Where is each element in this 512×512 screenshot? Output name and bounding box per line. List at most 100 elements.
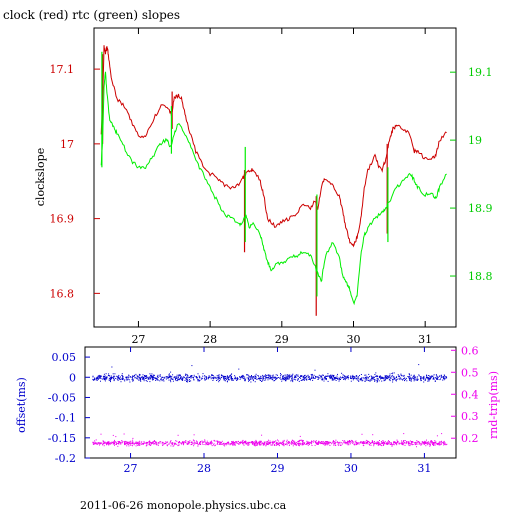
rnd-trip-point xyxy=(411,443,413,445)
offset-point xyxy=(444,378,446,380)
offset-point xyxy=(138,379,140,381)
rnd-trip-point xyxy=(327,442,329,444)
rnd-trip-point xyxy=(104,441,106,443)
offset-point xyxy=(267,377,269,378)
rnd-trip-point xyxy=(366,442,367,443)
rnd-trip-point xyxy=(378,442,380,444)
offset-point xyxy=(398,375,399,377)
offset-point xyxy=(428,380,430,382)
rnd-trip-point xyxy=(117,443,119,444)
rnd-trip-point xyxy=(170,445,172,447)
offset-point xyxy=(303,375,305,377)
rnd-trip-point xyxy=(444,443,446,445)
rnd-trip-point xyxy=(295,444,297,446)
offset-point xyxy=(435,374,437,376)
rnd-trip-point xyxy=(95,443,97,445)
offset-point xyxy=(387,378,389,380)
offset-point xyxy=(326,378,327,379)
offset-point xyxy=(370,379,372,381)
rnd-trip-point xyxy=(210,443,212,445)
rnd-trip-point xyxy=(286,444,288,446)
rnd-trip-point xyxy=(97,442,99,444)
offset-point xyxy=(385,377,387,379)
rnd-trip-point xyxy=(191,444,193,445)
rnd-trip-point xyxy=(319,442,320,444)
offset-point xyxy=(100,375,102,377)
offset-point xyxy=(424,379,426,381)
rnd-trip-point xyxy=(106,443,108,445)
rnd-trip-point xyxy=(388,443,390,445)
rnd-trip-point xyxy=(395,443,397,445)
offset-point xyxy=(279,377,281,379)
offset-point xyxy=(240,376,242,378)
offset-point xyxy=(319,375,321,377)
rnd-trip-point xyxy=(216,443,218,445)
offset-point xyxy=(436,376,438,378)
offset-point xyxy=(126,376,128,378)
rnd-trip-point xyxy=(400,443,402,445)
offset-series xyxy=(92,364,448,383)
offset-point xyxy=(114,373,116,375)
rnd-trip-point xyxy=(339,442,341,444)
rnd-trip-point xyxy=(126,442,128,444)
offset-point xyxy=(114,376,116,378)
offset-point xyxy=(273,380,275,382)
rnd-trip-point xyxy=(408,442,410,444)
rnd-trip-point xyxy=(363,443,364,445)
offset-point xyxy=(346,377,348,379)
offset-axis-label: offset(ms) xyxy=(15,377,28,433)
offset-point xyxy=(150,375,152,377)
offset-point xyxy=(224,376,226,378)
rnd-trip-point xyxy=(309,442,311,443)
rnd-trip-point xyxy=(254,443,256,445)
rnd-trip-point xyxy=(278,443,280,445)
offset-point xyxy=(304,376,305,378)
offset-point xyxy=(321,378,323,380)
rnd-trip-point xyxy=(281,443,283,445)
offset-point xyxy=(261,381,263,382)
offset-point xyxy=(157,374,159,376)
rnd-trip-point xyxy=(338,442,340,444)
offset-point xyxy=(313,374,315,376)
offset-point xyxy=(236,378,238,379)
offset-point xyxy=(269,374,271,376)
offset-point xyxy=(116,376,118,378)
rnd-trip-point xyxy=(253,444,255,446)
offset-point xyxy=(389,373,391,375)
offset-point xyxy=(400,373,402,375)
offset-point xyxy=(388,376,390,377)
rnd-trip-point xyxy=(301,444,303,446)
offset-point xyxy=(218,377,219,379)
rnd-trip-point xyxy=(245,442,247,444)
rnd-trip-point xyxy=(381,442,383,443)
offset-point xyxy=(360,374,362,375)
offset-point xyxy=(436,378,438,379)
offset-point xyxy=(383,380,385,382)
rnd-trip-point xyxy=(161,443,163,445)
offset-point xyxy=(432,375,434,377)
rnd-trip-point xyxy=(344,441,346,443)
rnd-trip-point xyxy=(346,441,348,443)
offset-point xyxy=(153,376,155,378)
rnd-trip-point xyxy=(316,442,318,444)
offset-point xyxy=(325,379,327,381)
rnd-trip-point xyxy=(200,441,201,442)
offset-point xyxy=(105,378,107,380)
rnd-trip-point xyxy=(378,443,380,445)
offset-point xyxy=(390,377,392,379)
offset-point xyxy=(267,379,269,381)
rnd-trip-point xyxy=(145,445,147,447)
rnd-trip-point xyxy=(115,442,117,444)
offset-point xyxy=(226,377,228,379)
offset-point xyxy=(175,380,177,382)
offset-point xyxy=(443,379,445,381)
offset-point xyxy=(118,378,120,380)
offset-point xyxy=(224,380,226,382)
offset-point xyxy=(160,378,162,380)
offset-point xyxy=(219,380,221,381)
offset-point xyxy=(226,375,228,377)
rnd-trip-point xyxy=(177,445,179,447)
rnd-trip-point xyxy=(102,441,104,443)
rnd-trip-point xyxy=(149,440,151,442)
